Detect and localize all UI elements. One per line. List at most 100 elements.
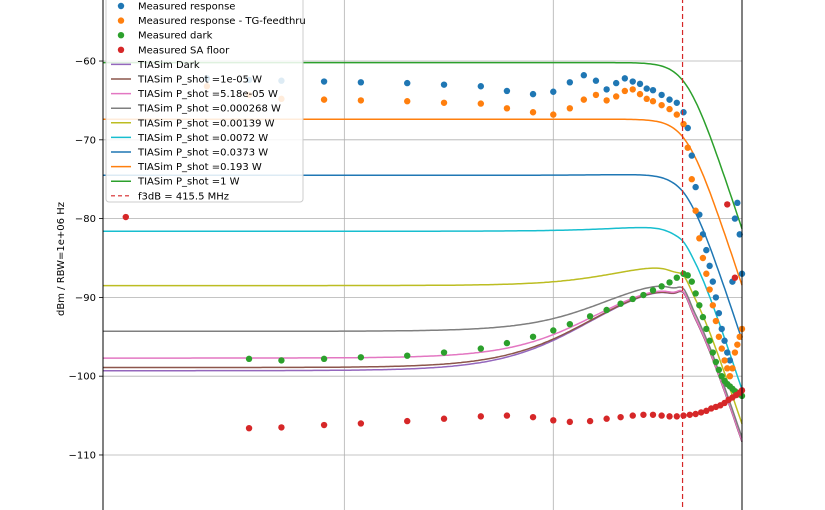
data-point [529,109,537,116]
data-point [612,79,620,87]
data-point [715,366,723,374]
data-point [706,337,713,344]
sim-line [103,267,743,425]
data-point [649,411,657,418]
y-tick-label: −100 [69,372,96,383]
data-point [621,75,629,82]
data-point [696,235,703,242]
legend-label: TIASim P_shot =0.00139 W [137,118,275,129]
data-point [673,274,680,281]
data-point [629,86,636,93]
sim-line [103,226,743,390]
data-point [726,372,734,380]
legend-marker [117,17,125,24]
data-point [692,207,699,214]
data-point [503,105,511,112]
legend-box [105,0,304,203]
data-point [718,345,725,352]
data-point [680,412,687,419]
data-point [320,96,328,103]
data-point [320,355,328,363]
data-point [724,201,731,208]
data-point [649,287,657,294]
data-point [712,317,720,325]
data-point [736,231,743,238]
data-point [680,120,687,128]
data-point [703,407,710,415]
data-point [699,313,707,321]
data-point [684,144,691,151]
data-point [592,77,600,84]
data-point [122,213,130,221]
y-axis-label: dBm / RBW=1e+06 Hz [56,202,67,316]
data-point [529,90,537,98]
data-point [686,411,693,418]
sim-line [103,285,743,438]
data-point [477,345,485,352]
data-point [649,86,657,94]
data-point [629,295,636,303]
data-point [706,286,713,293]
data-point [357,420,365,427]
data-point [666,105,673,113]
data-point [278,357,285,364]
data-point [724,349,731,356]
data-point [649,98,657,105]
legend-label: TIASim P_shot =0.0072 W [137,133,268,144]
legend-label: TIASim P_shot =1e-05 W [137,75,262,86]
data-point [731,274,739,281]
data-point [715,333,723,340]
data-point [566,105,574,112]
data-point [640,291,647,299]
data-point [245,355,253,363]
legend-label: TIASim P_shot =0.193 W [137,162,262,173]
data-point [278,424,285,431]
data-point [684,272,691,279]
data-point [724,365,731,372]
data-point [550,88,557,95]
legend-label: f3dB = 415.5 MHz [138,191,229,202]
data-point [658,412,665,419]
data-point [666,413,673,420]
data-point [715,309,723,317]
data-point [703,246,710,254]
legend-marker [117,46,125,53]
data-point [703,325,710,333]
data-point [612,93,620,100]
data-point [658,101,665,109]
data-point [357,97,365,104]
data-point [586,313,594,320]
data-point [706,262,713,270]
data-point [712,358,720,366]
y-tick-label: −70 [75,135,96,146]
data-point [566,79,574,86]
legend-label: TIASim P_shot =0.000268 W [137,104,281,115]
data-point [673,111,680,118]
legend-label: Measured dark [138,31,213,42]
data-point [712,294,720,301]
plot-frame [102,0,743,510]
data-point [566,320,574,328]
data-point [550,111,557,118]
data-point [636,80,644,88]
data-point [404,417,411,425]
data-point [736,333,743,340]
data-point [617,300,624,307]
data-point [621,87,629,95]
data-point [643,95,650,103]
legend-marker [117,32,125,39]
legend-label: Measured response - TG-feedthru [138,16,306,27]
data-point [709,349,717,356]
legend-marker [117,2,125,10]
data-point [603,97,610,104]
y-axis: −60 −70 −80 −90 −100 −110 [69,57,103,461]
y-tick-label: −60 [75,57,96,68]
y-tick-label: −110 [69,450,96,461]
legend-label: TIASim P_shot =1 W [137,177,240,188]
data-point [684,124,691,132]
data-point [729,365,736,372]
data-point [726,357,734,364]
data-point [680,109,687,116]
data-point [692,183,699,191]
